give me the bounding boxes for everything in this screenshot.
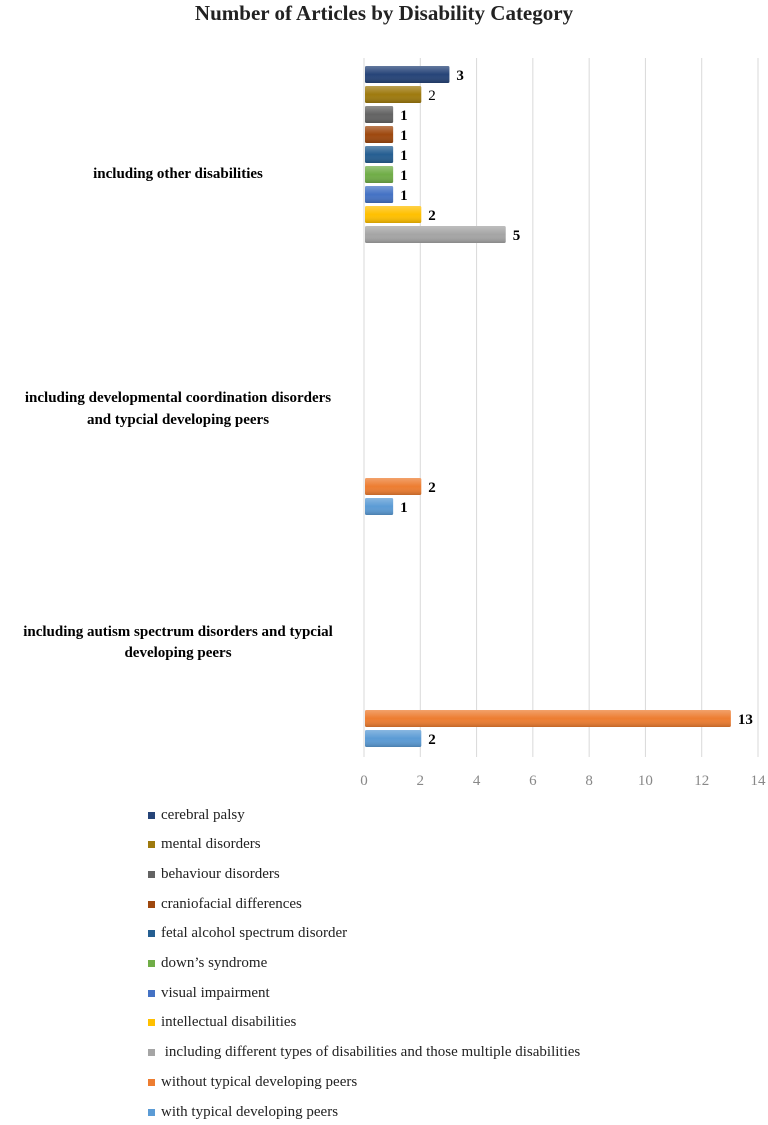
legend-item: down’s syndrome — [148, 954, 267, 974]
legend-label: cerebral palsy — [161, 806, 245, 823]
legend-swatch — [148, 989, 155, 997]
legend-swatch — [148, 870, 155, 878]
legend-label: intellectual disabilities — [161, 1014, 297, 1031]
category-label: including developmental coordination dis… — [25, 390, 331, 406]
x-tick-label: 10 — [638, 773, 653, 789]
legend-label: visual impairment — [161, 984, 270, 1001]
data-label: 1 — [400, 148, 408, 164]
category-label: and typcial developing peers — [87, 412, 269, 428]
x-tick-label: 8 — [585, 773, 593, 789]
bar — [365, 66, 450, 83]
category-label: developing peers — [124, 645, 231, 661]
data-label: 13 — [738, 712, 753, 728]
legend-item: including different types of disabilitie… — [148, 1043, 580, 1063]
bar — [365, 126, 394, 143]
legend-label: craniofacial differences — [161, 895, 302, 912]
data-label: 1 — [400, 500, 408, 516]
bar — [365, 730, 422, 747]
legend-item: fetal alcohol spectrum disorder — [148, 924, 347, 944]
chart-title: Number of Articles by Disability Categor… — [194, 1, 574, 25]
bar — [365, 186, 394, 203]
x-tick-label: 4 — [473, 773, 481, 789]
legend-item: craniofacial differences — [148, 894, 302, 914]
category-label: including autism spectrum disorders and … — [23, 624, 333, 640]
bar — [365, 86, 422, 103]
x-tick-label: 14 — [751, 773, 767, 789]
legend-label: without typical developing peers — [161, 1073, 358, 1090]
legend-label: including different types of disabilitie… — [161, 1044, 581, 1061]
legend-swatch — [148, 811, 155, 819]
data-label: 2 — [428, 732, 436, 748]
legend-swatch — [148, 841, 155, 849]
data-label: 5 — [513, 228, 521, 244]
data-label: 2 — [428, 208, 436, 224]
legend-item: without typical developing peers — [148, 1072, 357, 1092]
data-label: 1 — [400, 128, 408, 144]
data-label: 2 — [428, 480, 436, 496]
legend-swatch — [148, 1019, 155, 1027]
bar — [365, 206, 422, 223]
category-label: including other disabilities — [93, 166, 263, 182]
legend-swatch — [148, 900, 155, 908]
legend-item: with typical developing peers — [148, 1102, 338, 1122]
data-label: 1 — [400, 168, 408, 184]
bar — [365, 166, 394, 183]
legend-item: behaviour disorders — [148, 864, 280, 884]
data-label: 1 — [400, 108, 408, 124]
legend-label: mental disorders — [161, 836, 261, 853]
legend-label: down’s syndrome — [161, 955, 268, 971]
legend-swatch — [148, 1078, 155, 1086]
bar — [365, 106, 394, 123]
legend-swatch — [148, 960, 155, 967]
x-tick-label: 12 — [694, 773, 709, 789]
data-label: 2 — [428, 88, 436, 104]
legend-swatch — [148, 930, 155, 938]
legend-label: fetal alcohol spectrum disorder — [161, 925, 348, 942]
legend-item: mental disorders — [148, 835, 261, 855]
bar — [365, 498, 394, 515]
data-label: 1 — [400, 188, 408, 204]
x-tick-label: 2 — [417, 773, 425, 789]
bar — [365, 226, 506, 243]
legend-item: intellectual disabilities — [148, 1013, 296, 1033]
legend-label: with typical developing peers — [161, 1103, 339, 1120]
x-tick-label: 6 — [529, 773, 537, 789]
legend-swatch — [148, 1108, 155, 1116]
bar — [365, 146, 394, 163]
legend-item: cerebral palsy — [148, 805, 245, 825]
legend-swatch — [148, 1049, 155, 1057]
legend-label: behaviour disorders — [161, 865, 280, 882]
x-tick-label: 0 — [360, 773, 368, 789]
bar — [365, 710, 731, 727]
data-label: 3 — [456, 68, 464, 84]
legend-item: visual impairment — [148, 983, 270, 1003]
bar — [365, 478, 422, 495]
